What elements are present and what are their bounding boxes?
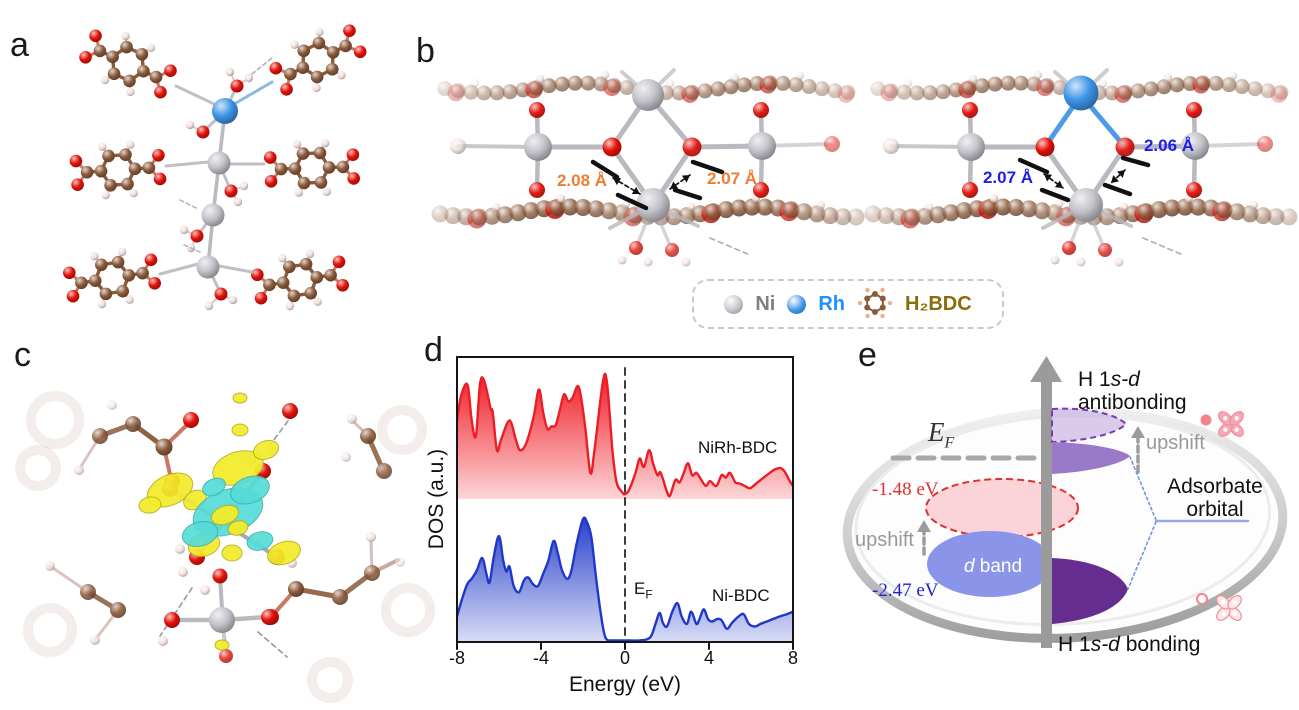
upshift-label-right: upshift bbox=[1146, 432, 1205, 454]
text-part-italic: d bbox=[963, 556, 975, 577]
x-tick-label: 8 bbox=[787, 648, 798, 668]
fermi-sub: F bbox=[645, 587, 653, 602]
panel-e-dband-diagram bbox=[842, 356, 1288, 648]
text-part-italic: s-d bbox=[1110, 368, 1140, 391]
x-tick-label: -4 bbox=[532, 648, 549, 668]
panel-b-label: b bbox=[416, 32, 435, 70]
text-part: bonding bbox=[1119, 633, 1201, 656]
fermi-level-label: EF bbox=[634, 579, 653, 601]
text-part: band bbox=[974, 556, 1023, 577]
fermi-e: E bbox=[634, 579, 646, 598]
panel-d-label: d bbox=[424, 331, 443, 369]
x-tick-label: -8 bbox=[448, 648, 465, 668]
bond-length-label: 2.06 Å bbox=[1143, 136, 1195, 155]
rhodium-sphere-icon bbox=[787, 294, 807, 314]
panel-c-label: c bbox=[14, 336, 31, 374]
fermi-e: E bbox=[928, 417, 945, 447]
fermi-sub: F bbox=[944, 434, 955, 452]
bond-length-label: 2.07 Å bbox=[706, 169, 758, 188]
dos-y-axis-label: DOS (a.u.) bbox=[425, 448, 448, 550]
legend-rhodium-label: Rh bbox=[818, 292, 845, 315]
panel-d-dos-chart bbox=[455, 356, 795, 650]
x-tick-label: 4 bbox=[703, 648, 714, 668]
panel-c-structure bbox=[15, 391, 435, 703]
text-part: H 1 bbox=[1078, 368, 1111, 391]
legend-nickel-label: Ni bbox=[755, 292, 776, 315]
panel-a-structure bbox=[63, 24, 367, 311]
atom-legend: Ni Rh H₂BDC bbox=[692, 279, 1004, 329]
series-label-nirh-bdc: NiRh-BDC bbox=[698, 438, 778, 457]
bonding-label: H 1s-d bonding bbox=[1058, 633, 1200, 657]
bond-length-label: 2.08 Å bbox=[556, 171, 608, 190]
nickel-sphere-icon bbox=[724, 294, 744, 314]
bdc-molecule-icon bbox=[857, 287, 893, 319]
panel-e-label: e bbox=[858, 336, 877, 374]
fermi-level-label-e: EF bbox=[928, 417, 954, 452]
shifted-dband-center-value: -1.48 eV bbox=[872, 479, 939, 500]
antibonding-label-line1: H 1s-d bbox=[1078, 368, 1140, 392]
bond-length-label: 2.07 Å bbox=[982, 168, 1034, 187]
panel-b-measure-marks bbox=[590, 155, 1151, 211]
panel-b-structures bbox=[431, 68, 1298, 267]
text-part-italic: s-d bbox=[1090, 633, 1120, 656]
dband-center-value: -2.47 eV bbox=[872, 580, 939, 601]
upshift-label-left: upshift bbox=[855, 529, 914, 551]
series-label-ni-bdc: Ni-BDC bbox=[712, 586, 770, 605]
legend-h2bdc-label: H₂BDC bbox=[905, 292, 972, 315]
text-part: H 1 bbox=[1058, 633, 1091, 656]
dos-x-axis-label: Energy (eV) bbox=[568, 673, 682, 696]
d-band-label: d band bbox=[948, 556, 1038, 578]
adsorbate-orbital-label-line2: orbital bbox=[1186, 498, 1244, 521]
adsorbate-orbital-label-line1: Adsorbate bbox=[1167, 475, 1263, 498]
panel-a-label: a bbox=[10, 26, 29, 64]
x-tick-label: 0 bbox=[619, 648, 630, 668]
antibonding-label-line2: antibonding bbox=[1078, 391, 1187, 414]
